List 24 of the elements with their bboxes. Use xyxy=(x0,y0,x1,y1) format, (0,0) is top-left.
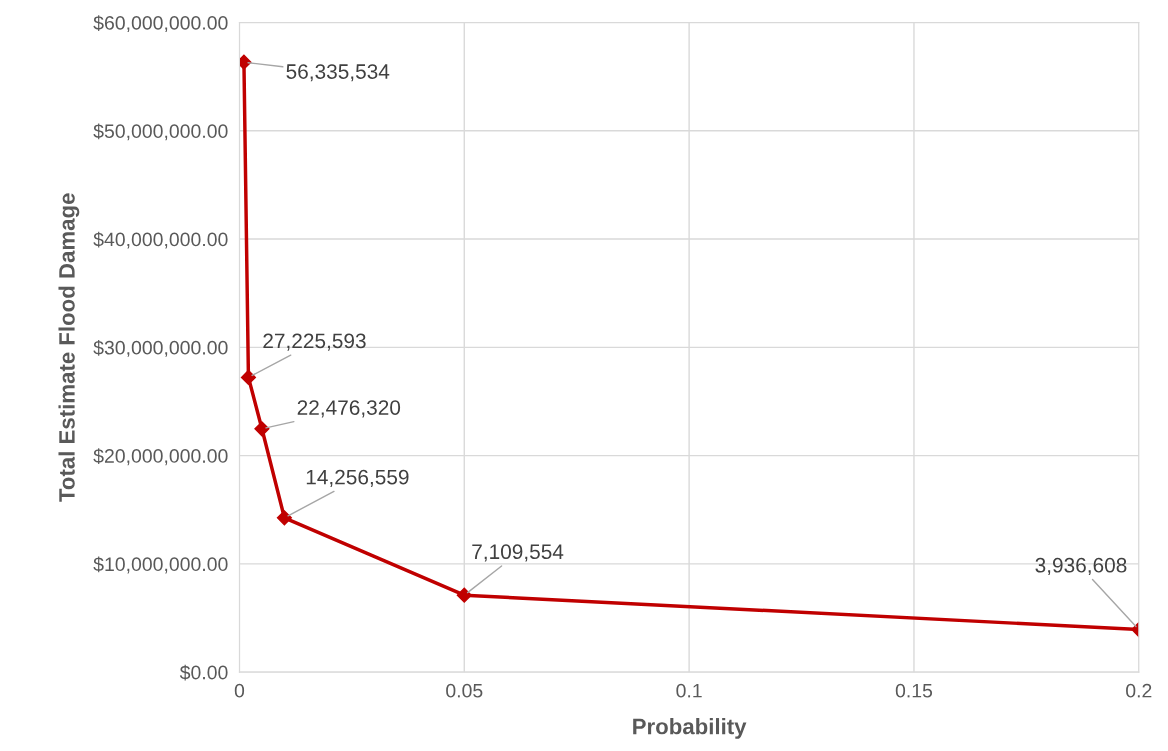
y-tick-label: $20,000,000.00 xyxy=(93,448,228,466)
point xyxy=(456,587,472,603)
y-axis-title: Total Estimate Flood Damage xyxy=(58,193,80,502)
data-label: 7,109,554 xyxy=(472,544,564,562)
x-axis-title: Probability xyxy=(633,718,747,739)
y-tick-label: $30,000,000.00 xyxy=(93,339,228,357)
data-label: 27,225,593 xyxy=(263,333,366,351)
data-label: 56,335,534 xyxy=(286,64,390,82)
y-tick-label: $0.00 xyxy=(179,664,228,681)
y-tick-label: $10,000,000.00 xyxy=(93,556,228,574)
point xyxy=(276,510,292,526)
x-tick-label: 0.15 xyxy=(895,683,933,698)
x-tick-label: 0.1 xyxy=(676,683,702,698)
x-tick-label: 0.2 xyxy=(1126,683,1152,698)
point xyxy=(254,421,270,437)
data-label: 14,256,559 xyxy=(306,469,409,487)
y-tick-label: $40,000,000.00 xyxy=(93,231,228,249)
x-tick-label: 0 xyxy=(234,683,245,698)
y-tick-label: $60,000,000.00 xyxy=(93,15,228,33)
y-tick-label: $50,000,000.00 xyxy=(93,123,228,141)
data-label: 22,476,320 xyxy=(297,400,401,418)
x-tick-label: 0.05 xyxy=(446,683,483,698)
point xyxy=(240,369,257,385)
data-label: 3,936,608 xyxy=(1035,557,1127,576)
